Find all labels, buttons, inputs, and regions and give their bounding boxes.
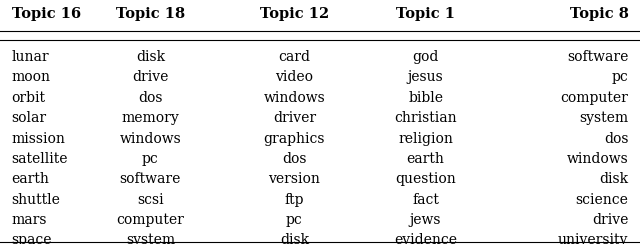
Text: windows: windows <box>567 152 628 166</box>
Text: orbit: orbit <box>12 91 45 105</box>
Text: graphics: graphics <box>264 132 325 145</box>
Text: drive: drive <box>592 213 628 227</box>
Text: pc: pc <box>142 152 159 166</box>
Text: system: system <box>579 111 628 125</box>
Text: dos: dos <box>138 91 163 105</box>
Text: question: question <box>396 172 456 186</box>
Text: Topic 16: Topic 16 <box>12 7 81 21</box>
Text: disk: disk <box>280 233 309 244</box>
Text: driver: driver <box>273 111 316 125</box>
Text: jews: jews <box>410 213 442 227</box>
Text: bible: bible <box>408 91 443 105</box>
Text: university: university <box>558 233 628 244</box>
Text: system: system <box>126 233 175 244</box>
Text: card: card <box>278 50 310 64</box>
Text: pc: pc <box>286 213 303 227</box>
Text: moon: moon <box>12 70 51 84</box>
Text: Topic 1: Topic 1 <box>396 7 455 21</box>
Text: space: space <box>12 233 52 244</box>
Text: fact: fact <box>412 193 439 207</box>
Text: drive: drive <box>132 70 168 84</box>
Text: earth: earth <box>12 172 49 186</box>
Text: ftp: ftp <box>285 193 304 207</box>
Text: solar: solar <box>12 111 47 125</box>
Text: computer: computer <box>561 91 628 105</box>
Text: scsi: scsi <box>137 193 164 207</box>
Text: religion: religion <box>398 132 453 145</box>
Text: Topic 18: Topic 18 <box>116 7 185 21</box>
Text: version: version <box>268 172 321 186</box>
Text: mars: mars <box>12 213 47 227</box>
Text: jesus: jesus <box>408 70 444 84</box>
Text: computer: computer <box>116 213 184 227</box>
Text: evidence: evidence <box>394 233 457 244</box>
Text: Topic 8: Topic 8 <box>570 7 628 21</box>
Text: windows: windows <box>120 132 181 145</box>
Text: Topic 12: Topic 12 <box>260 7 329 21</box>
Text: science: science <box>575 193 628 207</box>
Text: lunar: lunar <box>12 50 49 64</box>
Text: dos: dos <box>282 152 307 166</box>
Text: pc: pc <box>612 70 628 84</box>
Text: disk: disk <box>136 50 165 64</box>
Text: earth: earth <box>406 152 445 166</box>
Text: dos: dos <box>604 132 628 145</box>
Text: mission: mission <box>12 132 65 145</box>
Text: satellite: satellite <box>12 152 68 166</box>
Text: god: god <box>412 50 439 64</box>
Text: disk: disk <box>599 172 628 186</box>
Text: software: software <box>567 50 628 64</box>
Text: memory: memory <box>122 111 179 125</box>
Text: christian: christian <box>394 111 457 125</box>
Text: shuttle: shuttle <box>12 193 60 207</box>
Text: video: video <box>275 70 314 84</box>
Text: software: software <box>120 172 181 186</box>
Text: windows: windows <box>264 91 325 105</box>
